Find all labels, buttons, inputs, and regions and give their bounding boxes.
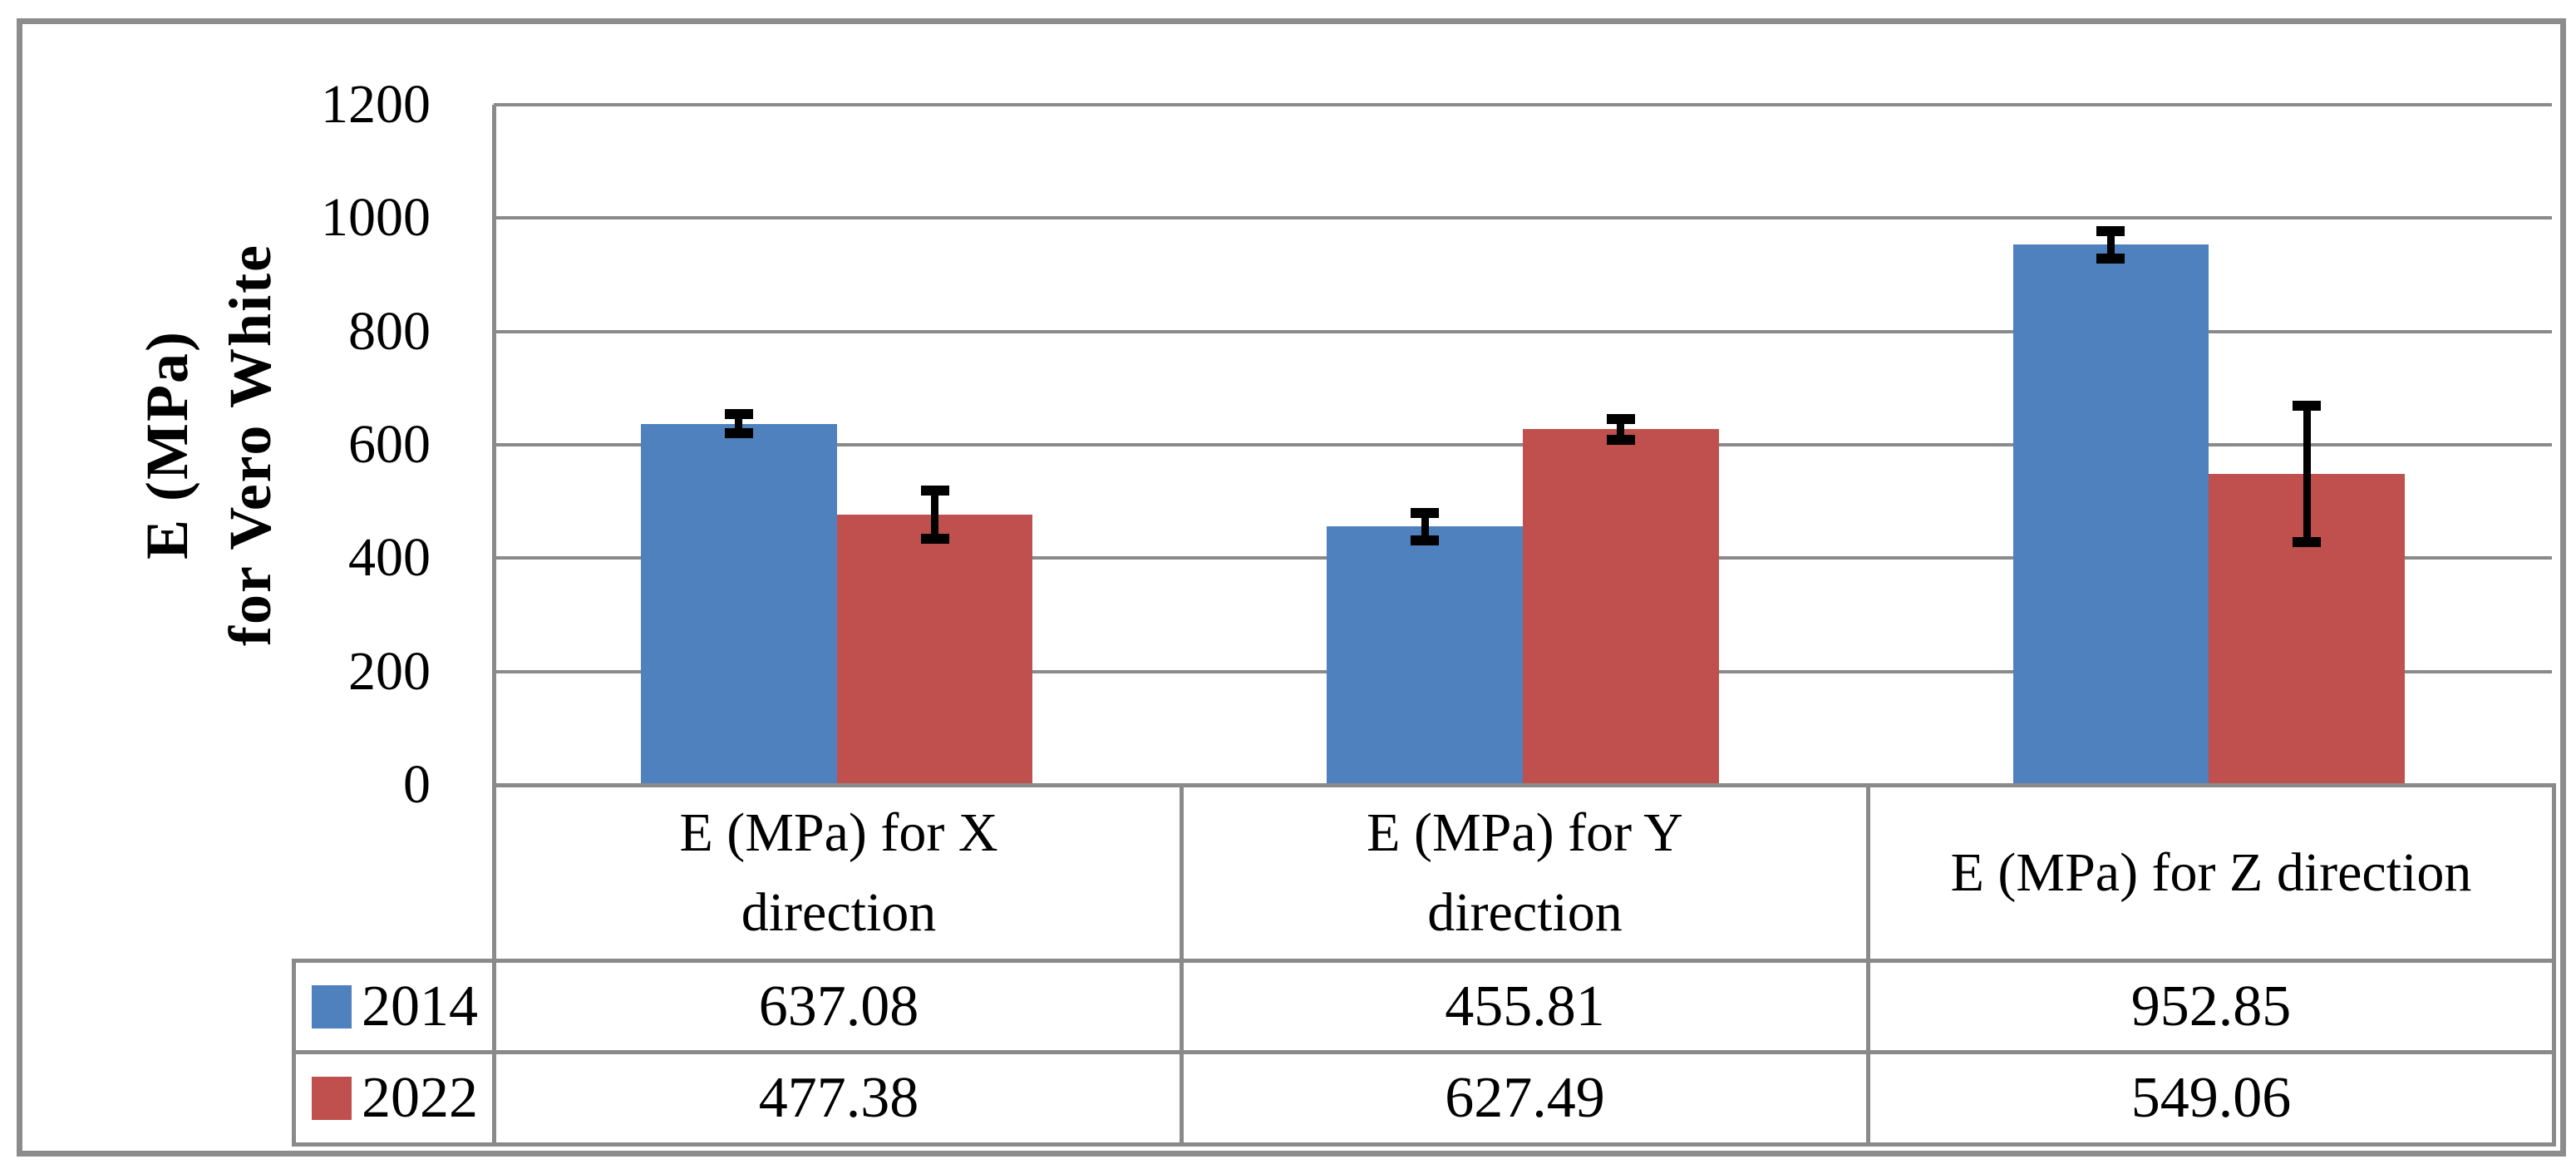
table-value-2022-x: 477.38: [758, 1066, 919, 1130]
table-border-legend-left: [292, 959, 296, 1147]
gridline-800: [494, 329, 2552, 333]
table-border-top: [494, 783, 2552, 787]
y-tick-label-600: 600: [348, 414, 431, 475]
y-tick-label-1000: 1000: [321, 187, 431, 249]
bar-2014-y-direction: [1327, 526, 1523, 785]
error-bar-2022-y-direction-cap-bottom: [1606, 434, 1635, 445]
legend-key-2022-swatch: [312, 1077, 352, 1120]
error-bar-2022-x-direction-line: [931, 489, 939, 540]
table-value-2022-y: 627.49: [1445, 1066, 1605, 1130]
error-bar-2014-y-direction-line: [1421, 511, 1429, 541]
gridline-1200: [494, 103, 2552, 106]
legend-key-2014-swatch: [312, 984, 352, 1028]
table-border-bottom: [292, 1142, 2552, 1147]
error-bar-2014-z-direction-cap-top: [2096, 226, 2125, 237]
y-tick-label-400: 400: [348, 527, 431, 589]
bar-2022-y-direction: [1523, 429, 1719, 785]
error-bar-2022-z-direction-cap-bottom: [2293, 536, 2322, 547]
legend-label-2022: 2022: [362, 1066, 478, 1130]
y-axis-line: [492, 105, 496, 1146]
bar-2022-x-direction: [836, 514, 1033, 785]
bar-2014-z-direction: [2012, 244, 2209, 785]
gridline-1000: [494, 216, 2552, 220]
table-border-col1: [1180, 783, 1184, 1147]
y-tick-label-1200: 1200: [321, 74, 431, 135]
error-bar-2014-y-direction-cap-top: [1411, 507, 1440, 518]
error-bar-2022-z-direction-cap-top: [2293, 400, 2322, 411]
table-value-2014-z: 952.85: [2130, 974, 2292, 1038]
error-bar-2022-x-direction-cap-top: [920, 485, 949, 496]
error-bar-2022-y-direction-cap-top: [1606, 413, 1635, 424]
table-border-row1: [292, 959, 2552, 963]
y-tick-label-0: 0: [403, 754, 431, 815]
table-border-col2: [1866, 783, 1870, 1147]
legend-entry-2022: 2022: [296, 1054, 494, 1142]
error-bar-2022-x-direction-cap-bottom: [920, 533, 949, 544]
bar-2014-x-direction: [640, 423, 837, 785]
error-bar-2014-z-direction-cap-bottom: [2096, 253, 2125, 264]
table-value-2014-y: 455.81: [1445, 974, 1605, 1038]
table-border-row2: [292, 1050, 2552, 1054]
error-bar-2014-y-direction-cap-bottom: [1411, 535, 1440, 545]
error-bar-2022-y-direction-line: [1617, 417, 1625, 441]
table-border-right: [2552, 783, 2556, 1147]
legend-label-2014: 2014: [362, 974, 478, 1038]
legend-entry-2014: 2014: [296, 963, 494, 1050]
y-tick-label-200: 200: [348, 640, 431, 702]
y-tick-label-800: 800: [348, 300, 431, 362]
error-bar-2014-x-direction-cap-top: [724, 409, 753, 420]
category-header-y: E (MPa) for Y direction: [1367, 802, 1683, 943]
error-bar-2014-z-direction-line: [2106, 230, 2115, 259]
table-value-2022-z: 549.06: [2130, 1066, 2292, 1130]
figure-border: [17, 18, 2566, 1157]
error-bar-2014-x-direction-line: [735, 413, 743, 434]
table-value-2014-x: 637.08: [758, 974, 919, 1038]
error-bar-2014-x-direction-cap-bottom: [724, 427, 753, 438]
category-header-x: E (MPa) for X direction: [679, 802, 998, 943]
error-bar-2022-z-direction-line: [2303, 404, 2311, 543]
category-header-z: E (MPa) for Z direction: [1950, 842, 2472, 903]
